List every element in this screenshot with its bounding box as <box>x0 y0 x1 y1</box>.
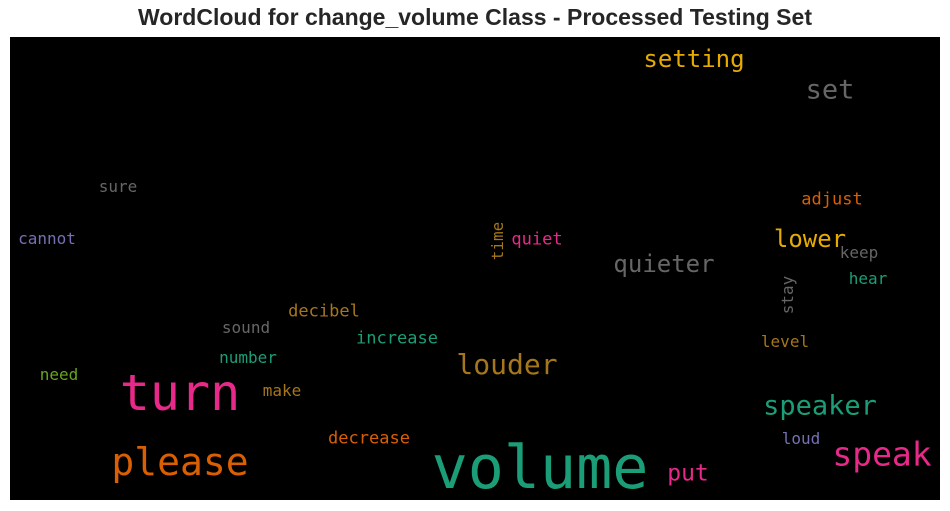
word-set: set <box>805 74 855 106</box>
chart-title: WordCloud for change_volume Class - Proc… <box>138 4 812 30</box>
word-hear: hear <box>848 269 888 288</box>
word-cloud-canvas: volume turn please speak louder speaker settin… <box>10 37 940 500</box>
word-stay: stay <box>778 275 797 315</box>
word-make: make <box>262 381 302 400</box>
word-turn: turn <box>119 364 241 422</box>
word-cannot: cannot <box>18 229 76 248</box>
word-speak: speak <box>832 434 932 474</box>
word-please: please <box>111 440 249 484</box>
word-adjust: adjust <box>801 189 863 210</box>
word-volume: volume <box>431 433 649 500</box>
word-time: time <box>488 221 507 261</box>
word-lower: lower <box>773 225 847 253</box>
word-increase: increase <box>356 328 438 349</box>
word-put: put <box>667 460 709 487</box>
word-sound: sound <box>221 318 271 337</box>
word-speaker: speaker <box>763 390 877 422</box>
word-louder: louder <box>456 348 558 381</box>
word-sure: sure <box>98 177 138 196</box>
word-quieter: quieter <box>613 250 715 278</box>
word-decrease: decrease <box>328 428 410 449</box>
word-level: level <box>760 332 810 351</box>
word-keep: keep <box>839 243 879 262</box>
word-decibel: decibel <box>288 301 360 322</box>
word-quiet: quiet <box>511 229 563 250</box>
word-setting: setting <box>643 45 745 73</box>
word-need: need <box>39 365 79 384</box>
word-number: number <box>219 348 277 367</box>
word-loud: loud <box>781 429 821 448</box>
